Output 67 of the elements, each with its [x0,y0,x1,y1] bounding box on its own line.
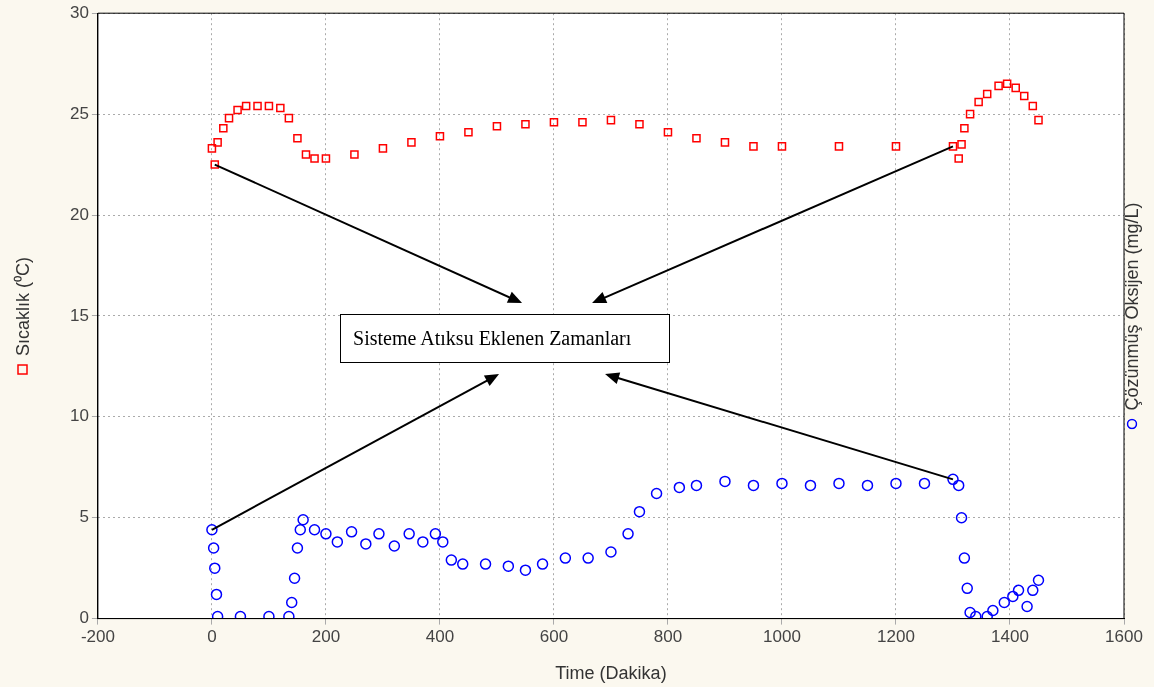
point [994,81,1003,91]
point [635,119,644,129]
y-tick-label: 25 [69,103,89,123]
y-tick-label: 0 [79,608,89,628]
point [350,150,359,159]
point [663,127,673,137]
point [321,154,331,163]
point [1028,101,1038,111]
point [233,105,242,115]
y-tick-label: 30 [69,2,89,22]
point [464,127,473,137]
x-tick-label: 800 [653,627,683,647]
point [948,142,958,151]
point [834,142,844,151]
point [578,117,587,127]
x-tick-label: -200 [80,627,115,647]
y-tick-label: 20 [69,204,89,224]
x-tick-label: 1200 [877,627,915,647]
point [301,150,311,159]
point [435,132,445,141]
point [492,121,502,131]
point [549,117,559,127]
x-tick-label: 400 [425,627,455,647]
x-tick-label: 0 [207,627,217,647]
x-tick-label: 200 [311,627,341,647]
y-tick-label: 10 [69,406,89,426]
y-axis-title: Sıcaklık (⁰C) [12,256,34,356]
point [293,134,302,143]
point [207,144,217,153]
x-tick-label: 1000 [763,627,801,647]
point [965,109,975,119]
point [954,154,963,163]
point [284,113,294,123]
point [1002,79,1012,89]
point [210,160,220,169]
x-axis-title: Time (Dakika) [555,663,667,684]
y2-axis-title: Çözünmüş Oksijen (mg/L) [1121,202,1143,411]
point [1011,83,1020,93]
point [606,115,616,125]
point [1034,115,1043,125]
point [213,138,222,147]
point [891,142,901,151]
point [310,154,319,163]
point [407,138,416,147]
x-tick-label: 600 [539,627,569,647]
point [1019,91,1029,101]
point [521,119,530,129]
point [264,101,274,111]
point [982,89,992,99]
point [749,142,758,151]
point [777,142,787,151]
point [720,138,730,147]
annotation: Sisteme Atıksu Eklenen Zamanları [340,314,671,364]
point [378,144,388,153]
point [219,123,228,133]
y-tick-label: 15 [69,305,89,325]
point [224,113,234,123]
point [960,123,969,133]
point [253,101,262,111]
point [957,140,966,149]
y-tick-label: 5 [79,507,89,527]
point [974,97,983,107]
point [276,103,285,113]
x-tick-label: 1600 [1105,627,1143,647]
x-tick-label: 1400 [991,627,1029,647]
point [241,101,251,111]
point [692,134,701,143]
